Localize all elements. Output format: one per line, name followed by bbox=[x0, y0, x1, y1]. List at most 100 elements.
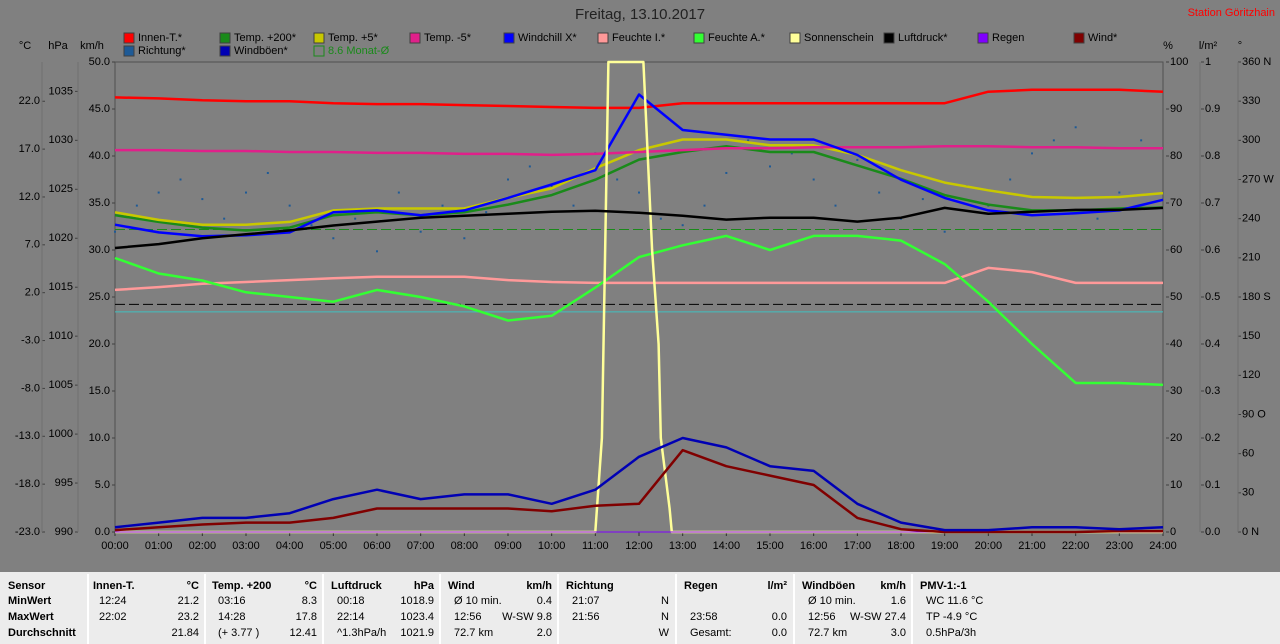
y-tick-label: 0 N bbox=[1242, 526, 1259, 538]
y-tick-label: 0.0 bbox=[95, 526, 110, 538]
y-tick-label: 1000 bbox=[49, 428, 73, 440]
direction-dot bbox=[114, 230, 116, 233]
legend-label: Wind* bbox=[1088, 32, 1118, 44]
group-header: Richtung bbox=[566, 580, 614, 592]
cell-right: W-SW 27.4 bbox=[850, 611, 906, 623]
cell-left: 03:16 bbox=[218, 595, 246, 607]
y-tick-label: 1020 bbox=[49, 232, 73, 244]
y-tick-label: 1025 bbox=[49, 183, 73, 195]
x-tick-label: 11:00 bbox=[582, 540, 609, 552]
cell-right: N bbox=[661, 611, 669, 623]
cell-left: Gesamt: bbox=[690, 627, 732, 639]
cell-left: 0.5hPa/3h bbox=[926, 627, 976, 639]
direction-dot bbox=[528, 165, 531, 168]
cell-right: 12.41 bbox=[289, 627, 317, 639]
y-tick-label: -8.0 bbox=[21, 382, 40, 394]
group-unit: km/h bbox=[526, 580, 552, 592]
cell-right: 0.0 bbox=[772, 611, 787, 623]
y-tick-label: 12.0 bbox=[19, 191, 40, 203]
x-tick-label: 10:00 bbox=[538, 540, 566, 552]
y-tick-label: 100 bbox=[1170, 56, 1188, 68]
direction-dot bbox=[179, 178, 182, 181]
direction-dot bbox=[725, 171, 728, 174]
direction-dot bbox=[812, 178, 815, 181]
direction-dot bbox=[507, 178, 509, 181]
series-line bbox=[115, 144, 1163, 157]
y-tick-label: 990 bbox=[55, 526, 73, 538]
x-tick-label: 12:00 bbox=[625, 540, 653, 552]
cell-right: 1.6 bbox=[891, 595, 906, 607]
legend-swatch bbox=[789, 32, 801, 44]
y-tick-label: 1030 bbox=[49, 134, 73, 146]
cell-left: WC 11.6 °C bbox=[926, 595, 983, 607]
legend-label: Feuchte A.* bbox=[708, 32, 766, 44]
legend-label: Regen bbox=[992, 32, 1024, 44]
y-tick-label: 10.0 bbox=[89, 432, 110, 444]
legend-label: Richtung* bbox=[138, 45, 186, 57]
y-tick-label: -18.0 bbox=[15, 478, 40, 490]
legend-label: Temp. +5* bbox=[328, 32, 379, 44]
series-line bbox=[115, 60, 1163, 534]
cell-left: 21:56 bbox=[572, 611, 600, 623]
cell-left: 14:28 bbox=[218, 611, 246, 623]
cell-left: 72.7 km bbox=[454, 627, 493, 639]
direction-dot bbox=[856, 158, 859, 161]
series-line bbox=[114, 93, 1164, 238]
direction-dot bbox=[201, 198, 204, 201]
y-tick-label: 330 bbox=[1242, 95, 1260, 107]
y-tick-label: 50 bbox=[1170, 291, 1182, 303]
x-tick-label: 24:00 bbox=[1149, 540, 1177, 552]
cell-right: 1021.9 bbox=[400, 627, 434, 639]
cell-left: 23:58 bbox=[690, 611, 718, 623]
x-tick-label: 13:00 bbox=[669, 540, 697, 552]
direction-dot bbox=[288, 204, 291, 207]
direction-dot bbox=[747, 139, 750, 142]
series-line bbox=[114, 144, 1164, 232]
direction-dot bbox=[310, 224, 313, 227]
direction-dot bbox=[1052, 139, 1055, 142]
cell-right: N bbox=[661, 595, 669, 607]
x-tick-label: 00:00 bbox=[101, 540, 129, 552]
y-tick-label: 240 bbox=[1242, 213, 1260, 225]
direction-dot bbox=[943, 230, 946, 233]
direction-dot bbox=[157, 191, 160, 194]
y-tick-label: 80 bbox=[1170, 150, 1182, 162]
cell-right: 8.3 bbox=[302, 595, 317, 607]
direction-dot bbox=[245, 191, 247, 194]
cell-left: 22:02 bbox=[99, 611, 127, 623]
x-tick-label: 08:00 bbox=[451, 540, 479, 552]
y-tick-label: 0.9 bbox=[1205, 103, 1220, 115]
group-unit: l/m² bbox=[767, 580, 787, 592]
y-tick-label: 17.0 bbox=[19, 143, 40, 155]
y-tick-label: 40.0 bbox=[89, 150, 110, 162]
row-label: Durchschnitt bbox=[8, 627, 76, 639]
cell-right: W bbox=[659, 627, 670, 639]
legend-swatch bbox=[123, 45, 135, 57]
y-tick-label: 60 bbox=[1242, 448, 1254, 460]
series-line bbox=[114, 266, 1163, 292]
y-tick-label: 0.1 bbox=[1205, 479, 1220, 491]
y-tick-label: 1015 bbox=[49, 281, 73, 293]
x-tick-label: 14:00 bbox=[713, 540, 741, 552]
x-tick-label: 06:00 bbox=[363, 540, 391, 552]
direction-dot bbox=[703, 204, 706, 207]
y-tick-label: 90 O bbox=[1242, 408, 1266, 420]
table-header: Sensor bbox=[8, 580, 46, 592]
group-header: Regen bbox=[684, 580, 718, 592]
legend-swatch bbox=[503, 32, 515, 44]
legend-swatch bbox=[693, 32, 705, 44]
direction-dot bbox=[921, 198, 924, 201]
y-tick-label: -13.0 bbox=[15, 430, 40, 442]
y-tick-label: 150 bbox=[1242, 330, 1260, 342]
legend-swatch bbox=[123, 32, 135, 44]
cell-left: 12:24 bbox=[99, 595, 127, 607]
legend-label: Windböen* bbox=[234, 45, 289, 57]
cell-left: 21:07 bbox=[572, 595, 600, 607]
y-tick-label: 30 bbox=[1170, 385, 1182, 397]
x-tick-label: 18:00 bbox=[887, 540, 915, 552]
x-tick-label: 20:00 bbox=[975, 540, 1003, 552]
legend-swatch bbox=[219, 32, 231, 44]
x-tick-label: 21:00 bbox=[1018, 540, 1046, 552]
direction-dot bbox=[441, 204, 444, 207]
